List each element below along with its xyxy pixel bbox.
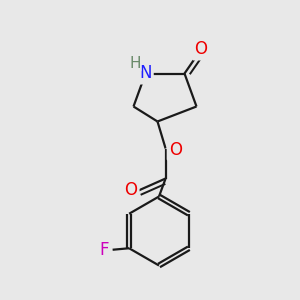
Text: F: F	[100, 241, 109, 259]
Text: O: O	[124, 181, 138, 199]
Text: N: N	[139, 64, 152, 82]
Text: O: O	[194, 40, 207, 58]
Text: H: H	[129, 56, 141, 70]
Text: O: O	[169, 141, 182, 159]
